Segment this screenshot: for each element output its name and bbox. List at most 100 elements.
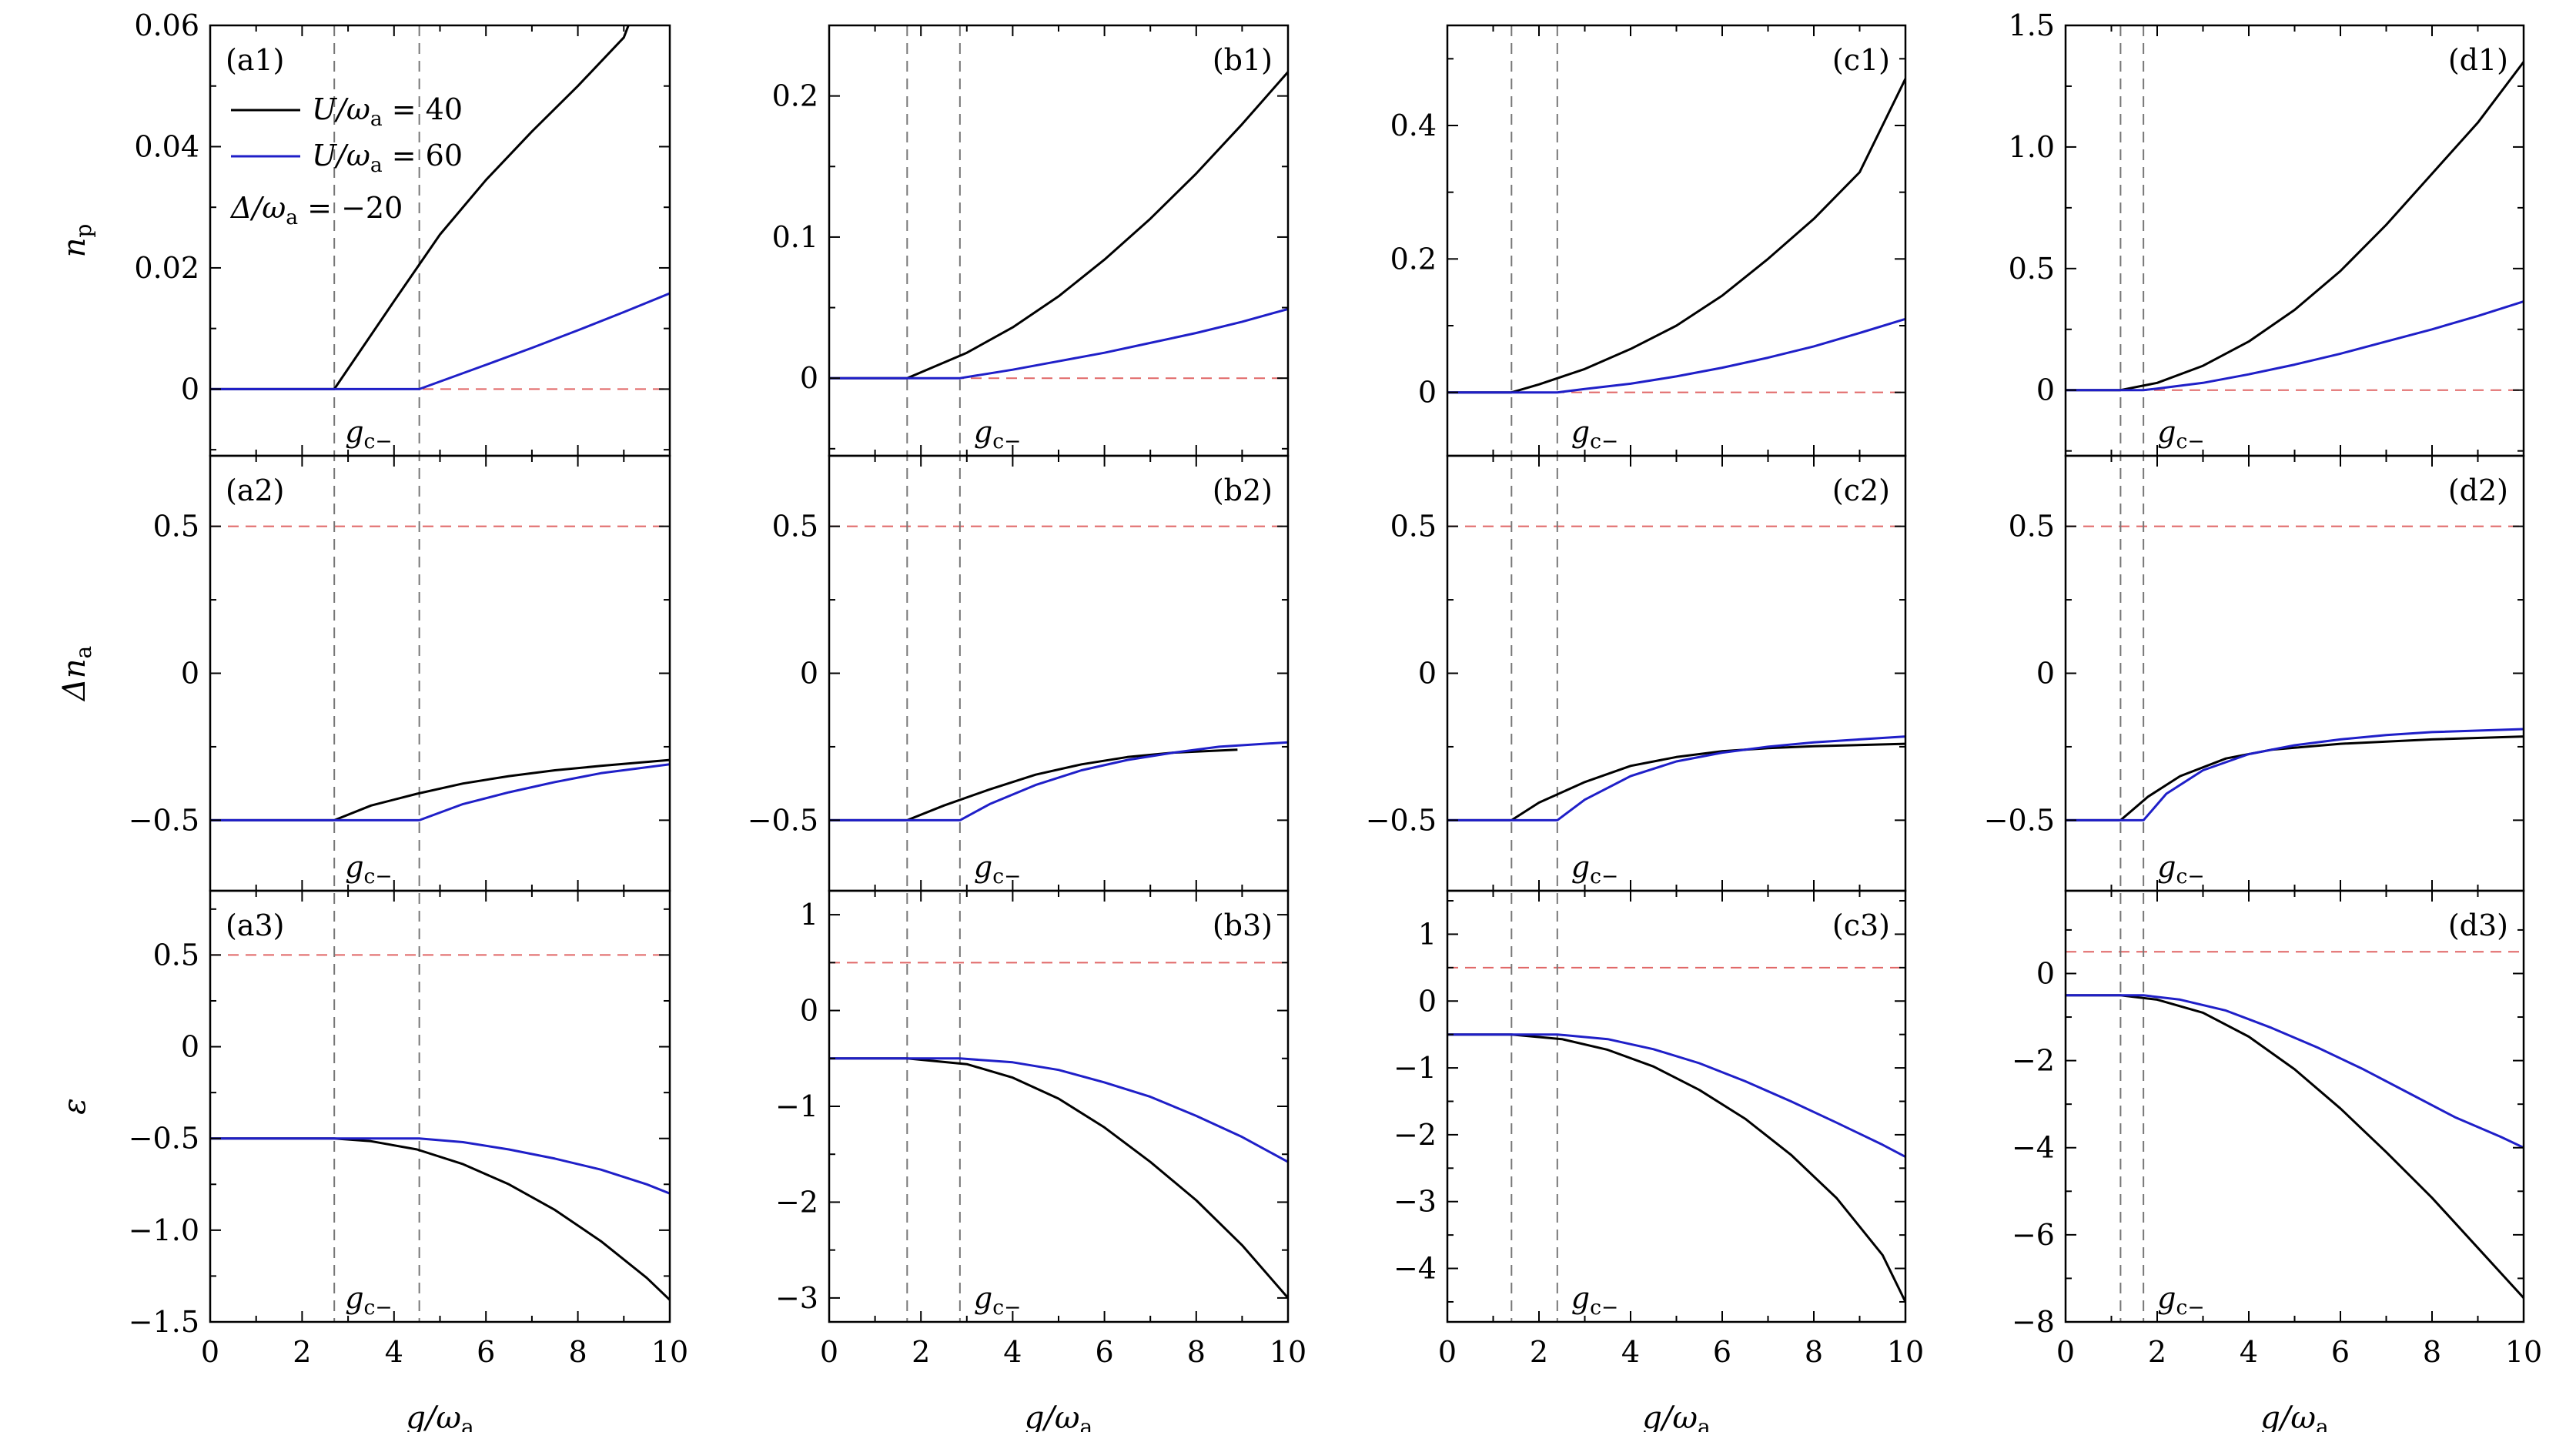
- y-tick-label: 0: [181, 657, 199, 691]
- series-u60-line: [2066, 728, 2524, 821]
- gc-label: gc−: [974, 1281, 1022, 1320]
- gc-label: gc−: [1571, 850, 1619, 888]
- y-axis-title-row-3: ε: [57, 1098, 92, 1114]
- x-tick-label: 4: [1003, 1335, 1022, 1369]
- series-u40-line: [2066, 61, 2524, 392]
- y-tick-label: 0: [800, 361, 818, 395]
- y-tick-label: −3: [775, 1281, 818, 1315]
- y-tick-label: 0.5: [153, 510, 199, 544]
- panel-tag-b2: (b2): [1213, 473, 1273, 507]
- y-tick-label: 0: [1418, 984, 1437, 1018]
- x-axis-title: g/ωa: [1642, 1400, 1710, 1432]
- panel-d2: −0.5 0 0.5 (d2) gc−: [1984, 454, 2525, 892]
- y-tick-label: 1: [1418, 917, 1437, 951]
- x-tick-label: 6: [1096, 1335, 1114, 1369]
- series-u60-line: [2066, 994, 2524, 1149]
- y-tick-label: 0.5: [1390, 510, 1437, 544]
- series-u40-line: [210, 758, 670, 821]
- series-u60-line: [829, 1057, 1288, 1163]
- y-tick-label: −8: [2012, 1305, 2055, 1339]
- series-u40-line: [210, 25, 630, 390]
- legend-entry-u40: U/ωa = 40: [312, 92, 463, 131]
- x-tick-label: 4: [1621, 1335, 1640, 1369]
- plot-frame: [828, 889, 1290, 1323]
- y-tick-label: −0.5: [129, 803, 199, 837]
- y-tick-label: 0.5: [2009, 252, 2055, 286]
- y-axis-title-row-1: np: [57, 224, 96, 258]
- panel-d1: 0 0.5 1.0 1.5 (d1) gc−: [2009, 8, 2525, 457]
- y-tick-label: 0: [2036, 956, 2055, 990]
- series-u60-line: [1447, 1033, 1905, 1158]
- legend-entry-u60: U/ωa = 60: [312, 139, 463, 177]
- y-tick-label: 1: [800, 898, 818, 932]
- series-u60-line: [829, 307, 1288, 380]
- y-tick-label: 0.2: [772, 79, 818, 113]
- y-tick-label: 1.0: [2009, 130, 2055, 164]
- y-tick-label: −1.0: [129, 1213, 199, 1247]
- y-tick-label: −6: [2012, 1218, 2055, 1252]
- panel-tag-c3: (c3): [1832, 908, 1890, 942]
- x-tick-label: 10: [2505, 1335, 2542, 1369]
- plot-frame: [2064, 454, 2525, 892]
- panel-tag-b1: (b1): [1213, 43, 1273, 77]
- x-tick-label: 8: [1187, 1335, 1206, 1369]
- y-tick-label: 0.04: [134, 129, 199, 163]
- row-labels: np Δna ε: [57, 224, 96, 1115]
- series-u40-line: [1447, 1033, 1905, 1303]
- y-tick-label: −4: [2012, 1131, 2055, 1165]
- y-tick-label: 0: [181, 372, 199, 406]
- y-tick-label: −2: [2012, 1044, 2055, 1078]
- x-tick-label: 4: [385, 1335, 403, 1369]
- y-tick-label: 0: [181, 1030, 199, 1064]
- gc-label: gc−: [974, 415, 1022, 453]
- plot-frame: [1446, 889, 1907, 1323]
- series-u60-line: [1447, 317, 1905, 394]
- y-tick-label: −1: [1393, 1051, 1437, 1085]
- panel-a3: −1.5 −1.0 −0.5 0 0.5 0 2 4 6 8 10 (a3) gc− g/ωa: [129, 889, 688, 1432]
- y-tick-label: 0: [1418, 657, 1437, 691]
- panel-tag-b3: (b3): [1213, 908, 1273, 942]
- y-axis-title-row-2: Δna: [57, 646, 96, 702]
- panel-tag-d2: (d2): [2448, 473, 2508, 507]
- y-tick-label: 0: [2036, 373, 2055, 407]
- series-u40-line: [2066, 735, 2524, 821]
- x-tick-label: 10: [1887, 1335, 1924, 1369]
- y-tick-label: 0.4: [1390, 109, 1437, 142]
- panel-tag-d1: (d1): [2448, 43, 2508, 77]
- x-tick-label: 8: [2423, 1335, 2441, 1369]
- x-tick-label: 10: [1270, 1335, 1306, 1369]
- y-axis-title: Δna: [57, 646, 96, 702]
- x-tick-label: 6: [2331, 1335, 2350, 1369]
- series-u60-line: [210, 763, 670, 821]
- gc-label: gc−: [2157, 1281, 2205, 1320]
- y-tick-label: 0: [1418, 376, 1437, 410]
- panel-d3: −8 −6 −4 −2 0 0 2 4 6 8 10 (d3) gc− g/ωa: [2012, 889, 2542, 1432]
- y-axis-title: np: [57, 224, 96, 258]
- x-axis-title: g/ωa: [406, 1400, 473, 1432]
- x-tick-label: 10: [651, 1335, 688, 1369]
- y-tick-label: −1: [775, 1089, 818, 1123]
- y-tick-label: −4: [1393, 1252, 1437, 1286]
- series-u40-line: [1447, 78, 1905, 394]
- y-tick-label: 0.2: [1390, 242, 1437, 276]
- panel-a2: −0.5 0 0.5 (a2) gc−: [129, 454, 671, 892]
- y-tick-label: 0.5: [153, 938, 199, 972]
- series-u60-line: [210, 1137, 670, 1195]
- x-tick-label: 6: [477, 1335, 495, 1369]
- plot-frame: [209, 454, 671, 892]
- gc-label: gc−: [1571, 1281, 1619, 1320]
- x-axis-title: g/ωa: [1025, 1400, 1092, 1432]
- y-tick-label: 0.5: [2009, 510, 2055, 544]
- y-tick-label: −0.5: [748, 803, 818, 837]
- y-tick-label: −2: [1393, 1118, 1437, 1152]
- y-tick-label: −0.5: [129, 1122, 199, 1156]
- panel-b1: 0 0.1 0.2 (b1) gc−: [772, 24, 1290, 457]
- panel-tag-a3: (a3): [226, 908, 284, 942]
- panel-tag-a2: (a2): [226, 473, 284, 507]
- panel-tag-c1: (c1): [1832, 43, 1890, 77]
- y-tick-label: 0: [800, 657, 818, 691]
- x-tick-label: 6: [1713, 1335, 1731, 1369]
- x-tick-label: 2: [2148, 1335, 2166, 1369]
